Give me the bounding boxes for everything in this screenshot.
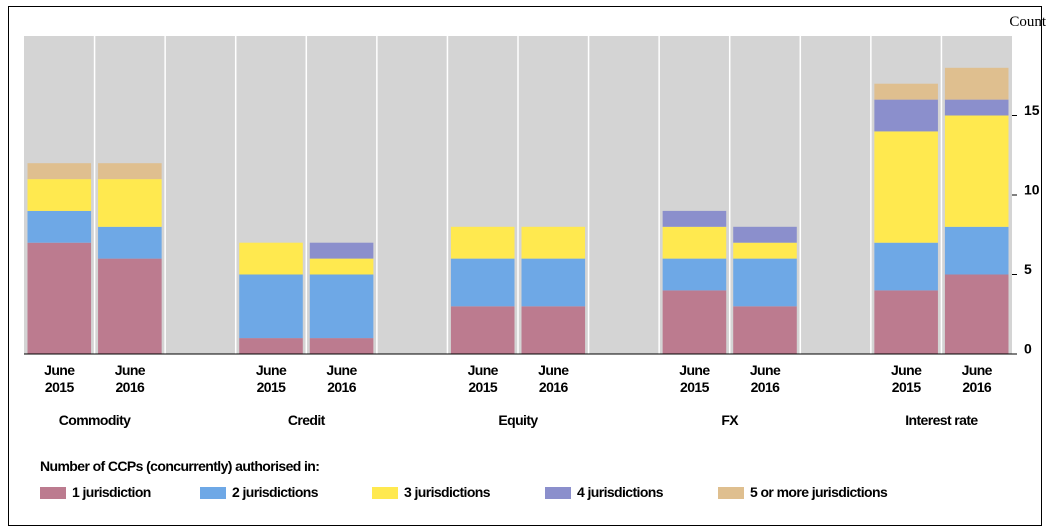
bar-segment bbox=[662, 290, 727, 354]
y-tick-label: 5 bbox=[1024, 261, 1032, 277]
group-label: Equity bbox=[498, 412, 538, 428]
y-axis-label: Count bbox=[1009, 14, 1047, 30]
bar-segment bbox=[450, 226, 515, 259]
bar-segment bbox=[733, 242, 797, 259]
bar-segment bbox=[944, 99, 1009, 116]
x-tick-label: June 2015 bbox=[44, 362, 75, 395]
chart: Count 0 5 10 15 bbox=[24, 14, 1047, 499]
legend-swatch bbox=[545, 487, 571, 499]
bar-segment bbox=[874, 131, 938, 243]
bar-segment bbox=[874, 290, 938, 354]
y-tick-label: 10 bbox=[1024, 182, 1040, 198]
bar-segment bbox=[309, 242, 374, 259]
bar-segment bbox=[944, 226, 1009, 275]
y-tick-label: 0 bbox=[1024, 341, 1032, 357]
bar-segment bbox=[733, 306, 797, 354]
legend-label: 5 or more jurisdictions bbox=[750, 484, 888, 500]
x-tick-label: June 2015 bbox=[467, 362, 499, 395]
bar-segment bbox=[874, 242, 938, 291]
legend-swatch bbox=[200, 487, 226, 499]
x-tick-label: June 2016 bbox=[749, 362, 781, 395]
bar-segment bbox=[944, 274, 1009, 354]
bar-segment bbox=[662, 210, 727, 227]
bar-segment bbox=[98, 258, 162, 354]
legend-label: 3 jurisdictions bbox=[404, 484, 491, 500]
bar-segment bbox=[27, 163, 92, 180]
bar-segment bbox=[239, 242, 303, 275]
x-tick-label: June 2016 bbox=[326, 362, 357, 395]
group-label: Interest rate bbox=[905, 412, 978, 428]
bar-segment bbox=[98, 179, 162, 227]
bar-segment bbox=[944, 115, 1009, 227]
group-label: FX bbox=[721, 412, 739, 428]
bar-segment bbox=[27, 179, 92, 211]
legend-swatch bbox=[718, 487, 744, 499]
legend-swatch bbox=[40, 487, 66, 499]
group-label: Credit bbox=[287, 412, 325, 428]
bar-segment bbox=[309, 338, 374, 354]
x-tick-label: June 2015 bbox=[255, 362, 287, 395]
group-label: Commodity bbox=[58, 412, 131, 428]
bar-segment bbox=[27, 210, 92, 243]
legend-swatch bbox=[372, 487, 398, 499]
legend-title: Number of CCPs (concurrently) authorised… bbox=[40, 458, 320, 474]
bar-segment bbox=[98, 163, 162, 180]
bar-segment bbox=[521, 258, 586, 307]
bar-segment bbox=[450, 258, 515, 307]
bar-segment bbox=[874, 83, 938, 100]
x-tick-label: June 2016 bbox=[538, 362, 569, 395]
x-tick-label: June 2015 bbox=[679, 362, 710, 395]
bar-segment bbox=[944, 67, 1009, 100]
bar-segment bbox=[239, 338, 303, 354]
bar-segment bbox=[98, 226, 162, 259]
bar-segment bbox=[27, 242, 92, 354]
legend-label: 4 jurisdictions bbox=[577, 484, 664, 500]
x-tick-label: June 2016 bbox=[961, 362, 993, 395]
bar-segment bbox=[309, 258, 374, 275]
bar-segment bbox=[733, 258, 797, 307]
page: {"chart_data": {"type": "stacked_bar", "… bbox=[8, 6, 1047, 526]
y-tick-label: 15 bbox=[1024, 102, 1040, 118]
legend-label: 1 jurisdiction bbox=[72, 484, 151, 500]
x-tick-label: June 2016 bbox=[114, 362, 146, 395]
bar-segment bbox=[521, 306, 586, 354]
bar-segment bbox=[450, 306, 515, 354]
bar-segment bbox=[239, 274, 303, 339]
bar-segment bbox=[662, 226, 727, 259]
bar-segment bbox=[309, 274, 374, 339]
bar-segment bbox=[521, 226, 586, 259]
bar-segment bbox=[874, 99, 938, 132]
bar-segment bbox=[733, 226, 797, 243]
bar-segment bbox=[662, 258, 727, 291]
legend-label: 2 jurisdictions bbox=[232, 484, 319, 500]
x-tick-label: June 2015 bbox=[891, 362, 922, 395]
